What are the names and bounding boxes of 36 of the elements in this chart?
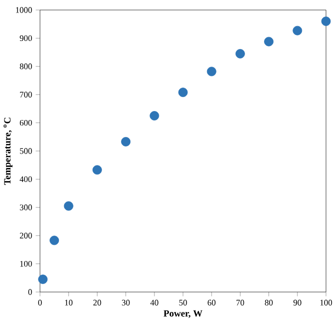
point	[38, 274, 48, 284]
point	[50, 236, 59, 246]
point	[64, 201, 74, 211]
point	[178, 88, 188, 98]
x-tick-label: 80	[264, 300, 273, 306]
y-axis-title: Temperature, $^{o}$C	[4, 118, 12, 185]
point	[321, 16, 331, 26]
x-tick-label: 0	[38, 300, 42, 306]
x-tick-label: 90	[293, 300, 302, 306]
point	[206, 66, 216, 76]
y-tick-label: 500	[20, 148, 32, 154]
x-tick-label: 70	[236, 300, 244, 306]
y-tick-label: 300	[20, 204, 32, 210]
x-tick-label: 100	[320, 300, 332, 306]
x-tick-label: 10	[65, 300, 73, 306]
point	[92, 165, 102, 175]
point	[292, 26, 302, 36]
y-tick-label: 200	[20, 232, 32, 238]
point	[121, 136, 130, 146]
x-tick-label: 20	[93, 300, 102, 306]
x-axis-title: Power, W	[164, 310, 202, 318]
y-tick-label: 800	[20, 64, 32, 70]
y-tick-label: 900	[20, 35, 32, 42]
y-tick-label: 1000	[16, 7, 32, 13]
x-tick-label: 50	[179, 300, 187, 306]
point	[150, 111, 160, 120]
y-tick-label: 100	[20, 260, 32, 267]
point	[236, 49, 245, 58]
y-tick-label: 600	[20, 120, 32, 126]
y-tick-label: 0	[28, 289, 32, 295]
x-tick-label: 40	[150, 300, 158, 306]
x-tick-label: 30	[122, 300, 130, 306]
y-tick-label: 700	[20, 92, 32, 98]
x-tick-label: 60	[208, 300, 216, 306]
y-tick-label: 400	[20, 176, 32, 182]
point	[264, 36, 274, 46]
